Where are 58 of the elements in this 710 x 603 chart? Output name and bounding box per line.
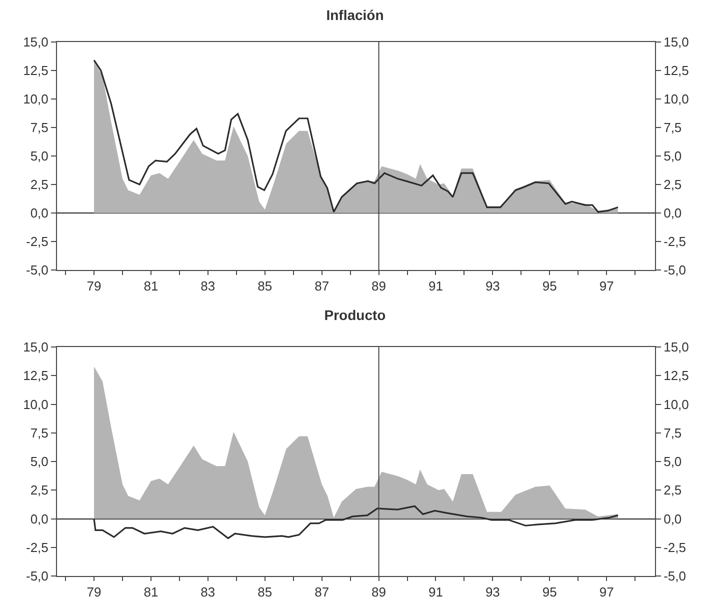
x-tick-label: 79 [86, 584, 102, 600]
chart-title: Inflación [326, 6, 384, 23]
y2-tick-label: 15,0 [664, 34, 689, 50]
y-tick-label: 5,0 [30, 454, 48, 470]
y2-tick-label: -5,0 [664, 262, 686, 278]
y-tick-label: 5,0 [30, 148, 48, 164]
x-tick-label: 85 [258, 584, 272, 600]
x-tick-label: 83 [200, 584, 216, 600]
x-tick-label: 91 [428, 584, 443, 600]
y2-tick-label: 15,0 [664, 340, 689, 355]
x-tick-label: 79 [86, 278, 102, 294]
y2-tick-label: 12,5 [664, 368, 689, 384]
y-tick-label: -5,0 [26, 568, 48, 584]
x-tick-label: 97 [599, 584, 614, 600]
x-tick-label: 91 [428, 278, 443, 294]
y2-tick-label: 2,5 [664, 177, 682, 192]
x-tick-label: 87 [314, 278, 330, 294]
x-tick-label: 85 [258, 278, 272, 294]
x-tick-label: 89 [372, 584, 386, 600]
y-tick-label: 7,5 [30, 425, 48, 440]
y-tick-label: 10,0 [23, 396, 48, 412]
y2-tick-label: 2,5 [664, 482, 682, 498]
y2-tick-label: -2,5 [664, 540, 686, 555]
y2-tick-label: -2,5 [664, 234, 686, 250]
y2-tick-label: 10,0 [664, 396, 689, 412]
y-tick-label: -2,5 [26, 234, 48, 250]
x-tick-label: 81 [144, 584, 158, 600]
y-tick-label: 2,5 [30, 482, 48, 498]
y-tick-label: 7,5 [30, 120, 48, 136]
x-tick-label: 93 [485, 278, 500, 294]
y-tick-label: 12,5 [23, 63, 48, 78]
x-tick-label: 93 [485, 584, 500, 600]
x-tick-label: 89 [372, 278, 386, 294]
y-tick-label: 0,0 [30, 511, 48, 526]
x-tick-label: 95 [542, 584, 557, 600]
y-tick-label: 12,5 [23, 368, 48, 384]
y-tick-label: -2,5 [26, 540, 48, 555]
y2-tick-label: 0,0 [664, 511, 682, 526]
x-tick-label: 97 [599, 278, 614, 294]
y-tick-label: 0,0 [30, 206, 48, 221]
y2-tick-label: 7,5 [664, 425, 682, 440]
y2-tick-label: 5,0 [664, 148, 682, 164]
y2-tick-label: 0,0 [664, 206, 682, 221]
x-tick-label: 95 [542, 278, 557, 294]
y2-tick-label: 5,0 [664, 454, 682, 470]
y-tick-label: 10,0 [23, 92, 48, 107]
x-tick-label: 83 [200, 278, 216, 294]
chart-title: Producto [324, 306, 386, 323]
x-tick-label: 87 [314, 584, 330, 600]
x-tick-label: 81 [144, 278, 158, 294]
y2-tick-label: 12,5 [664, 63, 689, 78]
y2-tick-label: 10,0 [664, 92, 689, 107]
y-tick-label: 15,0 [23, 340, 48, 355]
y2-tick-label: -5,0 [664, 568, 686, 584]
y-tick-label: -5,0 [26, 262, 48, 278]
y-tick-label: 2,5 [30, 177, 48, 192]
y2-tick-label: 7,5 [664, 120, 682, 136]
y-tick-label: 15,0 [23, 34, 48, 50]
